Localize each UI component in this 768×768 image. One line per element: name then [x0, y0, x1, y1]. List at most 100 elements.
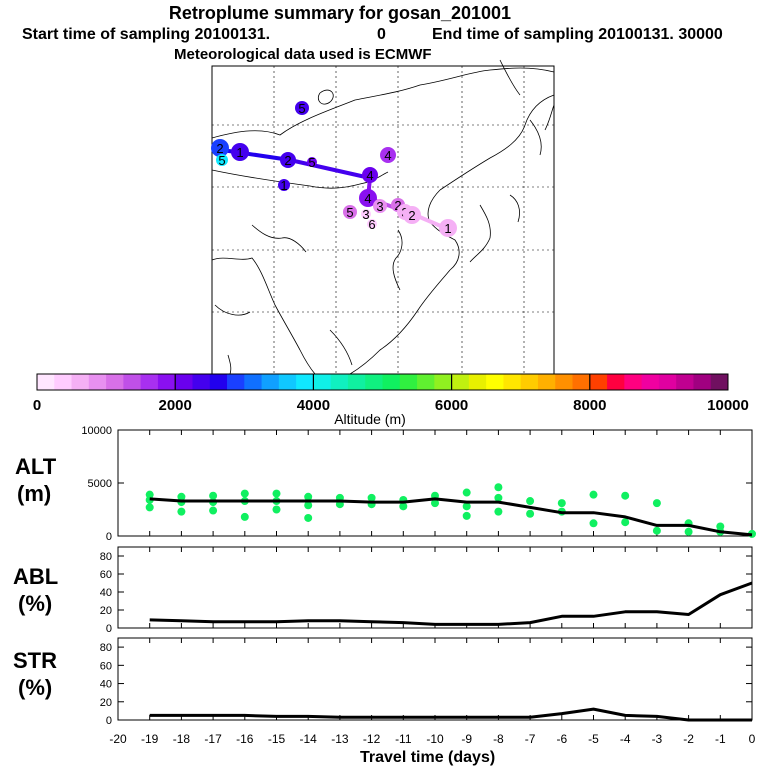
- map-marker: 3: [373, 199, 387, 214]
- alt-panel-unit: (m): [17, 481, 52, 506]
- altitude-sample-point: [621, 518, 630, 527]
- altitude-sample-point: [177, 492, 186, 501]
- colorbar-tick-label: 10000: [707, 397, 749, 414]
- map-marker: 5: [216, 153, 228, 168]
- colorbar-cell: [710, 374, 729, 390]
- altitude-sample-point: [557, 499, 566, 508]
- colorbar-cell: [347, 374, 366, 390]
- colorbar-cell: [693, 374, 712, 390]
- altitude-sample-point: [145, 490, 154, 499]
- marker-number: 6: [368, 217, 375, 232]
- alt-panel-label: ALT: [15, 454, 57, 479]
- marker-dot: [403, 206, 421, 224]
- panel-frame: [117, 429, 753, 537]
- x-tick-label: -4: [620, 732, 631, 746]
- marker-dot: [362, 167, 378, 183]
- colorbar-frame: [36, 373, 729, 391]
- altitude-sample-point: [367, 500, 376, 509]
- y-tick-label: 0: [106, 623, 112, 635]
- altitude-sample-point: [240, 512, 249, 521]
- x-tick-label: -1: [715, 732, 726, 746]
- y-tick-label: 80: [100, 642, 112, 654]
- colorbar-cell: [555, 374, 574, 390]
- colorbar-cell: [641, 374, 660, 390]
- figure-title: Retroplume summary for gosan_201001: [168, 3, 512, 23]
- colorbar-tick-label: 2000: [159, 397, 192, 414]
- altitude-sample-point: [462, 488, 471, 497]
- met-data-note: Meteorological data used is ECMWF: [174, 46, 432, 63]
- marker-dot: [231, 143, 249, 161]
- map-marker: 4: [362, 167, 378, 183]
- altitude-sample-point: [494, 493, 503, 502]
- y-tick-label: 80: [100, 551, 112, 563]
- marker-dot: [439, 219, 457, 237]
- x-tick-label: -17: [204, 732, 222, 746]
- x-tick-label: -14: [300, 732, 318, 746]
- colorbar-tick-label: 4000: [297, 397, 330, 414]
- marker-dot: [373, 199, 387, 213]
- abl-panel: 0 20 40 60 80: [100, 546, 753, 635]
- colorbar-cell: [88, 374, 107, 390]
- colorbar-cell: [382, 374, 401, 390]
- trajectory-path: [220, 148, 452, 232]
- coastlines: [211, 59, 555, 375]
- str-series-line: [149, 707, 752, 722]
- altitude-sample-point: [589, 490, 598, 499]
- altitude-sample-point: [716, 522, 725, 531]
- marker-number: 2: [408, 208, 415, 223]
- altitude-sample-point: [526, 509, 535, 518]
- altitude-sample-point: [240, 489, 249, 498]
- marker-dot: [343, 205, 357, 219]
- colorbar-cell: [676, 374, 694, 390]
- altitude-sample-point: [272, 505, 281, 514]
- str-panel-label: STR: [13, 648, 57, 673]
- marker-number: 3: [376, 199, 383, 214]
- altitude-sample-point: [652, 499, 661, 508]
- y-tick-label: 5000: [88, 478, 112, 490]
- altitude-sample-point: [557, 507, 566, 516]
- marker-number: 3: [401, 205, 408, 220]
- map-marker: 2: [211, 139, 229, 157]
- altitude-sample-point: [431, 491, 439, 500]
- altitude-sample-point: [209, 506, 218, 515]
- colorbar-cell: [451, 374, 470, 390]
- colorbar-cell: [330, 374, 349, 390]
- colorbar-cell: [54, 374, 73, 390]
- marker-number: 2: [394, 198, 401, 213]
- marker-number: 1: [236, 145, 243, 160]
- map-marker: 2: [280, 152, 296, 168]
- marker-dot: [391, 198, 405, 212]
- alt-series-line: [149, 497, 753, 537]
- x-tick-label: -15: [268, 732, 286, 746]
- x-tick-label: -18: [173, 732, 191, 746]
- map-marker: 5: [307, 155, 317, 170]
- str-panel-unit: (%): [18, 675, 53, 700]
- marker-dot: [397, 204, 413, 220]
- altitude-sample-point: [494, 483, 503, 492]
- map-frame: [211, 65, 555, 375]
- altitude-sample-point: [209, 498, 218, 507]
- abl-panel-unit: (%): [18, 591, 53, 616]
- map-marker: 4: [359, 189, 377, 207]
- altitude-sample-point: [684, 527, 693, 536]
- abl-panel-label: ABL: [13, 564, 59, 589]
- y-tick-label: 0: [106, 531, 112, 543]
- x-tick-label: -3: [652, 732, 663, 746]
- marker-number: 2: [216, 141, 223, 156]
- colorbar-cell: [227, 374, 245, 390]
- marker-dot: [359, 189, 377, 207]
- x-tick-label: 0: [749, 732, 756, 746]
- colorbar-cell: [572, 374, 591, 390]
- colorbar-cell: [365, 374, 383, 390]
- altitude-sample-point: [399, 502, 408, 511]
- altitude-sample-point: [589, 519, 598, 528]
- marker-dot: [280, 152, 296, 168]
- altitude-sample-point: [462, 502, 471, 511]
- marker-number: 3: [362, 207, 369, 222]
- colorbar-cell: [624, 374, 643, 390]
- marker-dot: [367, 219, 377, 229]
- y-tick-label: 60: [100, 569, 112, 581]
- x-tick-label: -6: [556, 732, 567, 746]
- marker-number: 4: [366, 168, 373, 183]
